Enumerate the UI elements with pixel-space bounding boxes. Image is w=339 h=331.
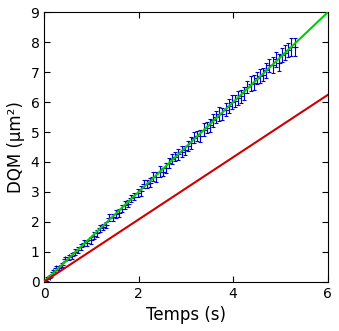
X-axis label: Temps (s): Temps (s) (146, 306, 226, 324)
Y-axis label: DQM (μm²): DQM (μm²) (7, 101, 25, 193)
